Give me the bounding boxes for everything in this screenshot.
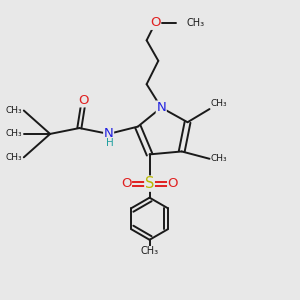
Text: CH₃: CH₃	[211, 154, 228, 163]
Text: S: S	[145, 176, 154, 191]
Text: CH₃: CH₃	[140, 247, 159, 256]
Text: O: O	[168, 177, 178, 190]
Text: N: N	[156, 101, 166, 114]
Text: O: O	[79, 94, 89, 107]
Text: N: N	[104, 128, 113, 140]
Text: CH₃: CH₃	[6, 106, 22, 115]
Text: O: O	[150, 16, 160, 29]
Text: H: H	[106, 138, 114, 148]
Text: CH₃: CH₃	[6, 129, 22, 138]
Text: CH₃: CH₃	[186, 18, 204, 28]
Text: CH₃: CH₃	[211, 99, 228, 108]
Text: CH₃: CH₃	[6, 153, 22, 162]
Text: O: O	[121, 177, 131, 190]
